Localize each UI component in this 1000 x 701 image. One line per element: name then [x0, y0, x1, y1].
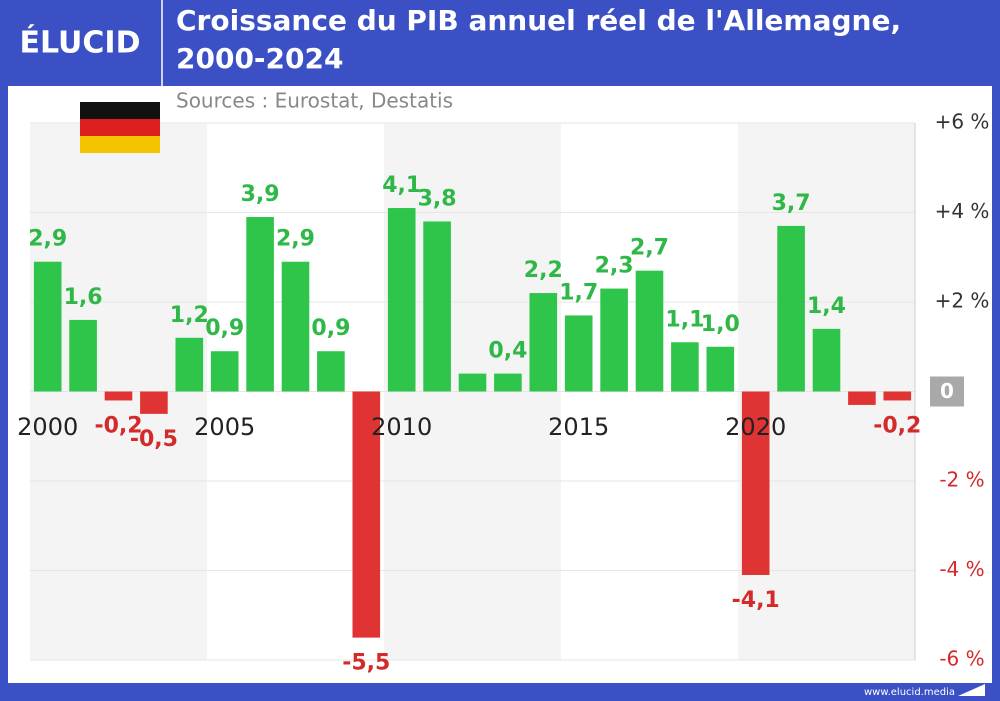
x-tick-label: 2000 [17, 413, 78, 441]
bar [883, 391, 912, 401]
y-tick-label: +2 % [935, 289, 990, 313]
bar [317, 351, 345, 392]
bar [140, 391, 168, 414]
bar [246, 216, 274, 392]
y-tick-label: -4 % [939, 557, 984, 581]
value-label: -4,1 [732, 588, 780, 613]
bar [175, 337, 204, 392]
value-label: 0,9 [311, 316, 350, 341]
value-label: 2,3 [595, 254, 634, 279]
value-label: -0,5 [130, 427, 178, 452]
bar [600, 288, 628, 392]
value-label: -0,2 [873, 413, 921, 438]
bar [706, 346, 735, 392]
bar [104, 391, 133, 401]
y-tick-label: 0 [940, 379, 954, 403]
value-label: 0,9 [205, 316, 244, 341]
x-tick-label: 2020 [725, 413, 786, 441]
value-label: 1,0 [701, 312, 740, 337]
bar [777, 225, 805, 392]
value-label: 3,9 [241, 182, 280, 207]
footer: www.elucid.media [864, 687, 955, 698]
footer-logo [958, 684, 985, 696]
value-label: 2,2 [524, 258, 563, 283]
value-label: 0,4 [488, 339, 527, 364]
x-tick-label: 2005 [194, 413, 255, 441]
y-tick-label: -2 % [939, 468, 984, 492]
bar [635, 270, 664, 392]
bar [529, 293, 558, 392]
bar [210, 351, 239, 392]
value-label: 4,1 [382, 173, 421, 198]
bar [458, 373, 487, 392]
value-label: -5,5 [342, 651, 390, 676]
value-label: 1,7 [559, 280, 598, 305]
bar [812, 328, 841, 392]
y-tick-label: -6 % [939, 647, 984, 671]
value-label: 2,7 [630, 236, 669, 261]
bar [494, 373, 522, 392]
chart-title: Croissance du PIB annuel réel de l'Allem… [176, 4, 902, 75]
value-label: 3,8 [418, 186, 457, 211]
chart-subtitle: Sources : Eurostat, Destatis [176, 89, 453, 113]
zero-box [930, 376, 964, 407]
value-label: 2,9 [276, 227, 315, 252]
flag [80, 102, 160, 153]
bar [564, 315, 593, 392]
value-label: 1,1 [665, 307, 704, 332]
bar [33, 261, 62, 392]
bar [69, 319, 97, 392]
logo: ÉLUCID [20, 25, 141, 61]
bar [848, 391, 876, 405]
y-tick-label: +6 % [935, 110, 990, 134]
value-label: 1,2 [170, 303, 209, 328]
bar [671, 342, 699, 392]
bar [352, 391, 381, 638]
value-label: 3,7 [772, 191, 811, 216]
y-tick-label: +4 % [935, 199, 990, 223]
bar [281, 261, 310, 392]
bar [423, 221, 451, 392]
value-label: 1,6 [64, 285, 103, 310]
value-label: -0,2 [94, 413, 142, 438]
value-label: 1,4 [807, 294, 846, 319]
x-tick-label: 2010 [371, 413, 432, 441]
value-label: 2,9 [28, 227, 67, 252]
bar [741, 391, 770, 575]
bar [387, 208, 416, 392]
title-box: Croissance du PIB annuel réel de l'Allem… [176, 4, 902, 75]
x-tick-label: 2015 [548, 413, 609, 441]
